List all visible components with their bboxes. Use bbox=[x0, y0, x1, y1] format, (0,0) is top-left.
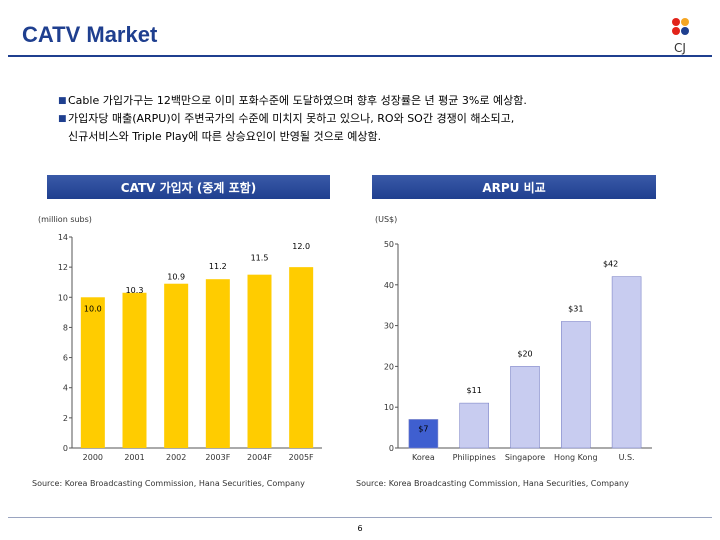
subscribers-bar bbox=[122, 292, 147, 448]
subscribers-data-label: 11.2 bbox=[209, 262, 227, 271]
arpu-bar bbox=[408, 419, 439, 449]
subscribers-y-tick-label: 14 bbox=[58, 233, 68, 242]
arpu-source: Source: Korea Broadcasting Commission, H… bbox=[356, 479, 629, 488]
arpu-data-label: $7 bbox=[418, 424, 428, 433]
arpu-unit-label: (US$) bbox=[375, 215, 398, 224]
arpu-bar bbox=[459, 402, 490, 449]
subscribers-data-label: 10.0 bbox=[84, 304, 102, 313]
bullet-list: ■ Cable 가입가구는 12백만으로 이미 포화수준에 도달하였으며 향후 … bbox=[58, 92, 678, 146]
arpu-data-label: $31 bbox=[568, 305, 583, 314]
arpu-bar bbox=[611, 276, 642, 449]
cj-logo: CJ bbox=[672, 18, 689, 55]
arpu-y-tick-label: 20 bbox=[384, 362, 394, 371]
arpu-data-label: $42 bbox=[603, 260, 618, 269]
bullet-item: ■ 가입자당 매출(ARPU)이 주변국가의 수준에 미치지 못하고 있으나, … bbox=[58, 110, 678, 128]
subscribers-x-tick-label: 2001 bbox=[124, 453, 144, 462]
arpu-x-tick-label: Singapore bbox=[505, 453, 545, 462]
arpu-y-tick-label: 50 bbox=[384, 240, 394, 249]
subscribers-x-tick-label: 2005F bbox=[289, 453, 314, 462]
subscribers-source: Source: Korea Broadcasting Commission, H… bbox=[32, 479, 305, 488]
bullet-text: Cable 가입가구는 12백만으로 이미 포화수준에 도달하였으며 향후 성장… bbox=[68, 94, 527, 107]
arpu-y-tick-label: 0 bbox=[389, 444, 394, 453]
arpu-x-tick-label: Hong Kong bbox=[554, 453, 598, 462]
arpu-data-label: $20 bbox=[517, 349, 532, 358]
subscribers-bar bbox=[80, 297, 105, 448]
bullet-text: 가입자당 매출(ARPU)이 주변국가의 수준에 미치지 못하고 있으나, RO… bbox=[68, 112, 515, 125]
subscribers-y-tick-label: 10 bbox=[58, 293, 68, 302]
arpu-y-tick-label: 40 bbox=[384, 281, 394, 290]
subscribers-x-tick-label: 2004F bbox=[247, 453, 272, 462]
bullet-marker-icon: ■ bbox=[58, 114, 67, 124]
subscribers-y-tick-label: 8 bbox=[63, 323, 68, 332]
subscribers-y-tick-label: 2 bbox=[63, 414, 68, 423]
bullet-marker-icon: ■ bbox=[58, 96, 67, 106]
arpu-y-tick-label: 10 bbox=[384, 403, 394, 412]
arpu-bar bbox=[560, 321, 591, 449]
subscribers-data-label: 12.0 bbox=[292, 242, 310, 251]
page-title: CATV Market bbox=[22, 22, 158, 47]
arpu-data-label: $11 bbox=[467, 386, 482, 395]
subscribers-x-tick-label: 2000 bbox=[83, 453, 103, 462]
subscribers-data-label: 11.5 bbox=[251, 254, 269, 263]
page-number: 6 bbox=[357, 524, 363, 533]
subscribers-x-tick-label: 2002 bbox=[166, 453, 186, 462]
subscribers-bar bbox=[205, 279, 230, 448]
arpu-bar bbox=[510, 366, 540, 449]
subscribers-data-label: 10.3 bbox=[126, 286, 144, 295]
logo-text: CJ bbox=[674, 41, 686, 55]
subscribers-chart-header: CATV 가입자 (중계 포함) bbox=[47, 175, 330, 199]
arpu-x-tick-label: Philippines bbox=[453, 453, 496, 462]
subscribers-bar bbox=[164, 283, 189, 448]
subscribers-x-tick-label: 2003F bbox=[205, 453, 230, 462]
arpu-y-tick-label: 30 bbox=[384, 322, 394, 331]
bullet-text: 신규서비스와 Triple Play에 따른 상승요인이 반영될 것으로 예상함… bbox=[68, 130, 382, 143]
subscribers-unit-label: (million subs) bbox=[38, 215, 92, 224]
bullet-item-continued: 신규서비스와 Triple Play에 따른 상승요인이 반영될 것으로 예상함… bbox=[58, 128, 678, 146]
arpu-x-tick-label: U.S. bbox=[619, 453, 635, 462]
footer-rule bbox=[8, 517, 712, 518]
bullet-item: ■ Cable 가입가구는 12백만으로 이미 포화수준에 도달하였으며 향후 … bbox=[58, 92, 678, 110]
subscribers-y-tick-label: 4 bbox=[63, 384, 68, 393]
subscribers-y-tick-label: 6 bbox=[63, 354, 68, 363]
arpu-chart-header: ARPU 비교 bbox=[372, 175, 656, 199]
arpu-x-tick-label: Korea bbox=[412, 453, 435, 462]
subscribers-y-tick-label: 12 bbox=[58, 263, 68, 272]
subscribers-data-label: 10.9 bbox=[167, 273, 185, 282]
subscribers-bar bbox=[247, 274, 272, 448]
subscribers-bar bbox=[289, 267, 314, 448]
subscribers-y-tick-label: 0 bbox=[63, 444, 68, 453]
header-rule bbox=[8, 55, 712, 57]
